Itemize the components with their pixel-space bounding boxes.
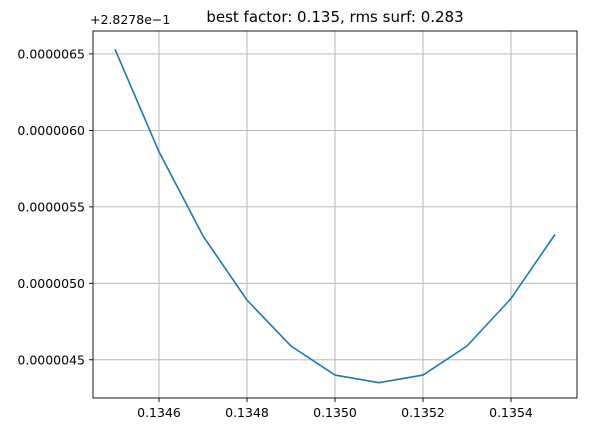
y-offset-label: +2.8278e−1 bbox=[90, 12, 170, 27]
series-layer bbox=[114, 49, 556, 384]
y-tick-label: 0.0000060 bbox=[17, 123, 85, 138]
x-tick-label: 0.1346 bbox=[137, 405, 181, 420]
y-tick-label: 0.0000055 bbox=[17, 199, 85, 214]
x-tick-label: 0.1352 bbox=[401, 405, 445, 420]
y-tick-label: 0.0000050 bbox=[17, 276, 85, 291]
y-tick-label: 0.0000045 bbox=[17, 352, 85, 367]
y-tick-label: 0.0000065 bbox=[17, 46, 85, 61]
y-axis: 0.0000045 0.0000050 0.0000055 0.0000060 0.00… bbox=[17, 46, 93, 367]
chart-title: best factor: 0.135, rms surf: 0.283 bbox=[206, 8, 463, 26]
x-tick-label: 0.1354 bbox=[489, 405, 533, 420]
x-axis: 0.1346 0.1348 0.1350 0.1352 0.1354 bbox=[137, 398, 533, 420]
grid bbox=[93, 31, 577, 398]
x-tick-label: 0.1350 bbox=[313, 405, 357, 420]
x-tick-label: 0.1348 bbox=[225, 405, 269, 420]
